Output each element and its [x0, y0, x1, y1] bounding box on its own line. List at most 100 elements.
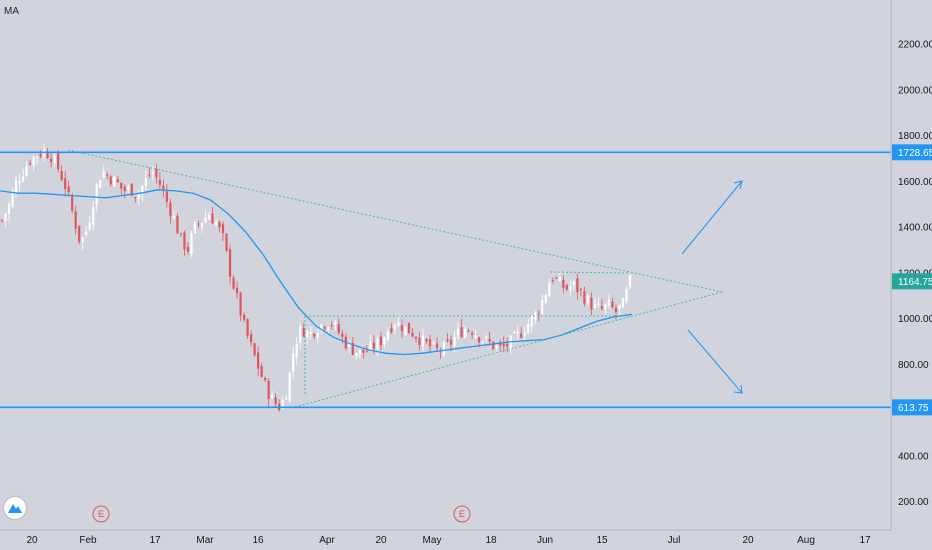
candle-body	[7, 203, 11, 215]
candle-body	[257, 352, 260, 369]
candle-body	[320, 324, 323, 331]
candle-body	[607, 299, 611, 306]
candle-body	[548, 283, 551, 297]
candle-body	[207, 215, 211, 220]
price-tick-label: 1000.00	[898, 314, 932, 325]
last-price-tag	[892, 273, 932, 290]
candle-body	[590, 297, 593, 310]
candle-body	[611, 301, 614, 308]
candle-body	[562, 279, 565, 289]
candle-body	[492, 341, 495, 350]
candle-body	[165, 191, 168, 202]
level-price-tag-text: 613.75	[898, 403, 929, 414]
tradingview-logo-icon[interactable]	[4, 497, 26, 519]
candle-body	[169, 202, 172, 216]
candle-body	[239, 292, 242, 316]
time-tick-label: May	[423, 535, 442, 546]
indicator-label: MA	[4, 6, 19, 17]
level-price-tag-text: 1728.65	[898, 148, 932, 159]
candle-body	[383, 337, 386, 345]
candle-body	[625, 289, 628, 302]
candle-body	[555, 277, 558, 279]
earnings-marker[interactable]	[92, 505, 110, 523]
level-price-tag	[892, 144, 932, 161]
candle-body	[211, 213, 214, 224]
candle-body	[214, 222, 218, 225]
price-tick-label: 1400.00	[898, 223, 932, 234]
time-tick-label: 17	[859, 535, 871, 546]
candle-body	[228, 249, 232, 277]
candle-body	[386, 331, 390, 341]
candle-body	[313, 333, 316, 337]
candle-body	[446, 339, 449, 342]
candle-body	[330, 325, 333, 327]
candle-body	[74, 211, 77, 229]
candle-body	[232, 277, 235, 289]
candle-body	[246, 319, 249, 336]
candle-body	[485, 336, 488, 339]
time-tick-label: Mar	[196, 535, 214, 546]
candle-body	[53, 155, 56, 164]
candle-body	[449, 339, 453, 345]
candle-body	[299, 326, 302, 343]
candle-body	[109, 176, 112, 185]
candle-body	[418, 338, 421, 345]
trendline-drawings	[67, 149, 723, 408]
candle-body	[218, 222, 221, 228]
candle-body	[292, 353, 295, 372]
candle-body	[499, 342, 502, 346]
candle-body	[288, 372, 291, 401]
price-tags: 1728.65 613.75 1164.75	[892, 144, 932, 416]
candle-body	[95, 184, 98, 205]
time-tick-label: 18	[485, 535, 497, 546]
candle-body	[225, 233, 228, 251]
candle-body	[113, 176, 116, 187]
candle-body	[593, 304, 597, 309]
candle-body	[372, 342, 375, 349]
earnings-marker[interactable]	[453, 505, 471, 523]
candle-body	[316, 333, 319, 339]
candle-body	[537, 313, 540, 315]
candle-body	[81, 237, 84, 243]
price-tick-label: 800.00	[898, 360, 929, 371]
candle-body	[25, 166, 28, 176]
level-price-tag	[892, 399, 932, 416]
candle-body	[506, 343, 509, 347]
candle-body	[464, 329, 467, 338]
candle-body	[513, 332, 516, 334]
moving-average-line	[0, 189, 633, 356]
candle-body	[478, 337, 481, 343]
candle-body	[32, 156, 35, 166]
candle-body	[337, 324, 340, 334]
candle-body	[183, 232, 186, 250]
candle-body	[193, 221, 197, 233]
down-arrow-head	[733, 384, 743, 394]
candle-body	[520, 333, 523, 338]
candle-body	[421, 335, 425, 347]
candle-body	[474, 335, 477, 338]
candle-body	[628, 275, 632, 288]
candle-body	[334, 322, 337, 325]
candle-body	[488, 338, 491, 342]
candle-body	[130, 183, 133, 196]
price-tick-label: 1800.00	[898, 131, 932, 142]
candle-body	[102, 171, 105, 178]
candle-body	[179, 233, 183, 235]
candle-body	[116, 179, 119, 183]
candle-body	[67, 186, 70, 193]
candle-body	[407, 322, 411, 334]
time-axis[interactable]: 20 Feb 17 Mar 16 Apr 20 May 18 Jun 15 Jul 20 Aug 17	[26, 535, 871, 546]
candle-body	[516, 331, 519, 334]
time-tick-label: 20	[742, 535, 754, 546]
candle-body	[565, 285, 568, 290]
candle-body	[579, 289, 582, 291]
candle-body	[14, 180, 18, 194]
candle-body	[495, 345, 498, 349]
candle-body	[544, 294, 547, 303]
candle-body	[264, 378, 267, 380]
candle-body	[106, 174, 109, 176]
candle-body	[306, 331, 309, 338]
candle-body	[28, 163, 32, 165]
candle-body	[597, 303, 600, 305]
